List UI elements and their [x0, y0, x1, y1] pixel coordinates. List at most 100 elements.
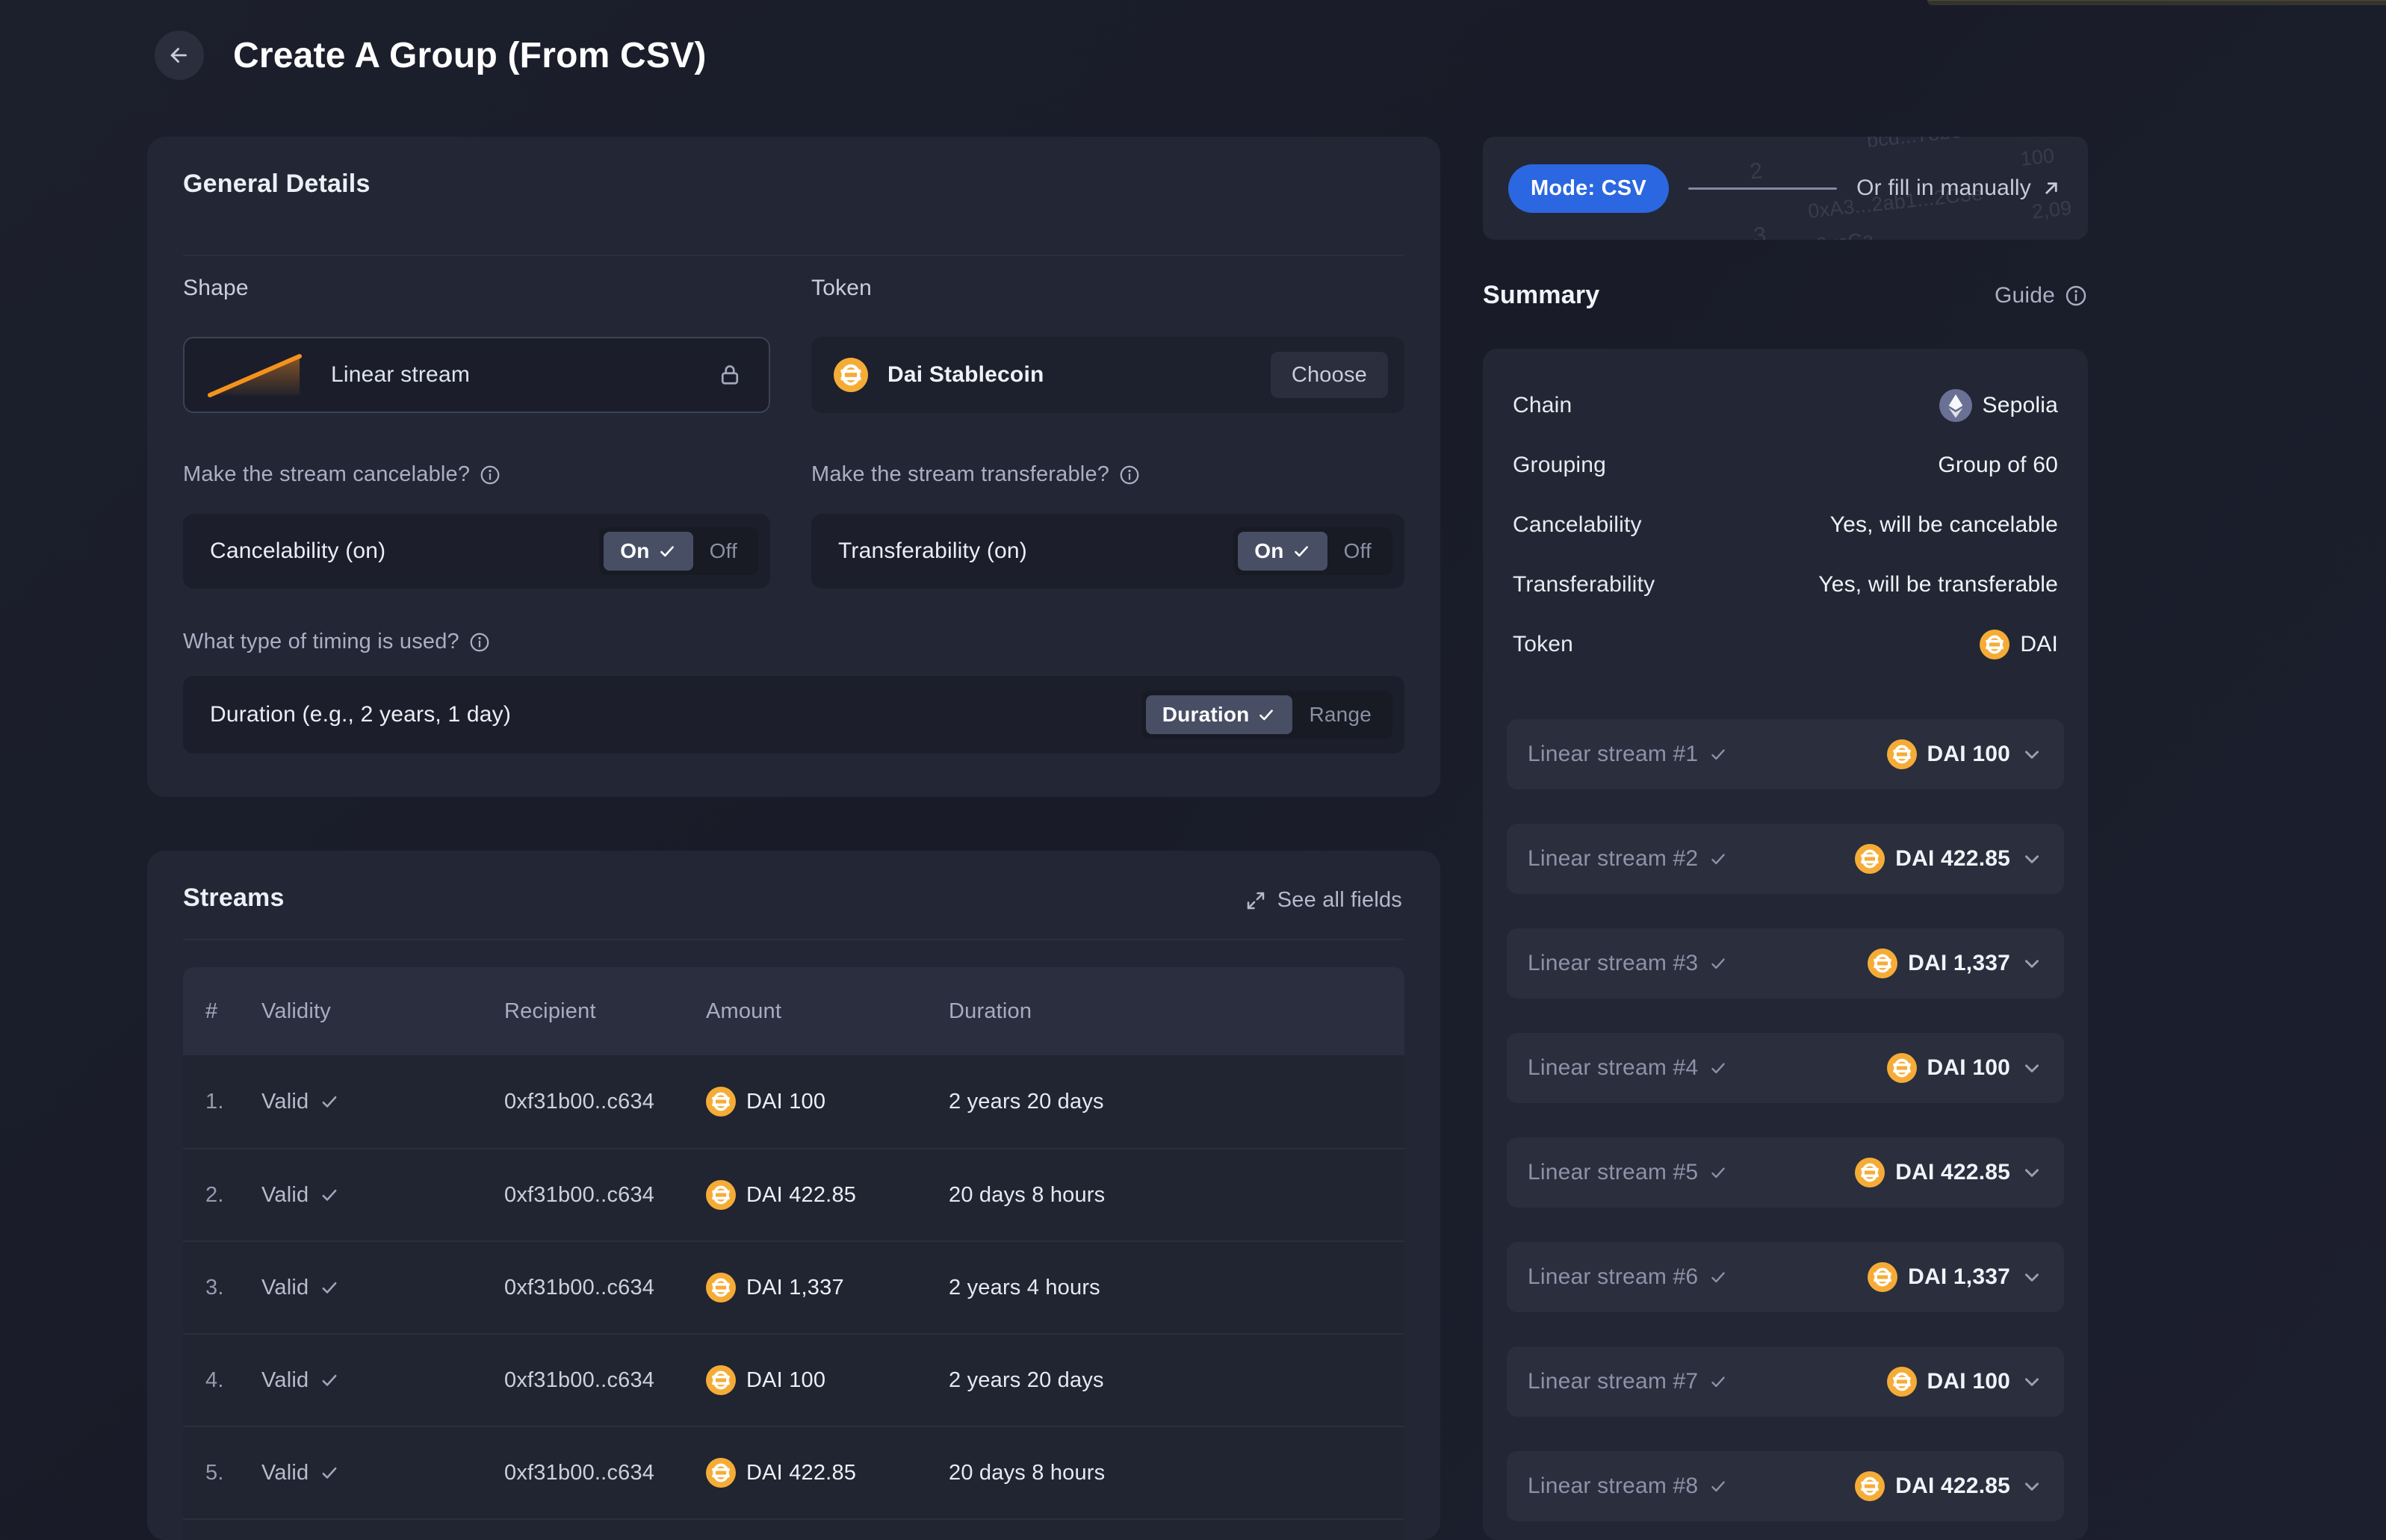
col-index: #	[205, 999, 218, 1023]
dai-icon	[1886, 1053, 1917, 1083]
row-validity: Valid	[261, 1276, 504, 1300]
row-duration: 2 years 4 hours	[949, 1275, 1100, 1300]
row-duration: 20 days 8 hours	[949, 1460, 1106, 1485]
transferability-label: Transferability (on)	[838, 538, 1027, 563]
stream-amount: DAI 1,337	[1908, 1264, 2010, 1289]
connector-line	[1688, 187, 1838, 190]
transferability-off-option[interactable]: Off	[1343, 539, 1372, 562]
check-icon	[1294, 546, 1308, 557]
row-amount: DAI 422.85	[706, 1180, 949, 1210]
row-amount: DAI 1,337	[706, 1273, 949, 1303]
row-duration: 2 years 20 days	[949, 1367, 1104, 1392]
row-recipient: 0xf31b00..c634	[504, 1275, 655, 1300]
summary-title: Summary	[1483, 281, 1600, 309]
summary-stream-row[interactable]: Linear stream #2 DAI 422.85	[1507, 824, 2064, 894]
back-button[interactable]	[155, 31, 204, 80]
arrow-left-icon	[167, 43, 192, 68]
chevron-down-icon[interactable]	[2021, 1475, 2043, 1497]
stream-label: Linear stream #1	[1528, 742, 1699, 766]
shape-field[interactable]: Linear stream	[183, 337, 770, 413]
summary-stream-row[interactable]: Linear stream #6 DAI 1,337	[1507, 1242, 2064, 1312]
summary-stream-row[interactable]: Linear stream #8 DAI 422.85	[1507, 1451, 2064, 1521]
transferable-question: Make the stream transferable?	[811, 462, 1141, 487]
table-row: 1. Valid 0xf31b00..c634 DAI 100 2 years …	[183, 1055, 1404, 1148]
check-icon	[1711, 749, 1726, 760]
check-icon	[660, 546, 674, 557]
timing-question: What type of timing is used?	[183, 630, 491, 654]
mode-csv-pill[interactable]: Mode: CSV	[1508, 164, 1669, 213]
cancelable-question: Make the stream cancelable?	[183, 462, 501, 487]
table-body: 1. Valid 0xf31b00..c634 DAI 100 2 years …	[183, 1055, 1404, 1518]
row-validity: Valid	[261, 1461, 504, 1485]
chevron-down-icon[interactable]	[2021, 952, 2043, 975]
token-value: Dai Stablecoin	[887, 362, 1044, 387]
cancelability-off-option[interactable]: Off	[709, 539, 737, 562]
transferability-toggle: On Off	[1233, 527, 1392, 575]
summary-stream-row[interactable]: Linear stream #1 DAI 100	[1507, 719, 2064, 789]
dai-icon	[706, 1458, 736, 1488]
row-recipient: 0xf31b00..c634	[504, 1089, 655, 1114]
check-icon	[1711, 1063, 1726, 1074]
row-recipient: 0xf31b00..c634	[504, 1182, 655, 1207]
dai-icon	[706, 1180, 736, 1210]
summary-stream-row[interactable]: Linear stream #5 DAI 422.85	[1507, 1137, 2064, 1208]
summary-stream-row[interactable]: Linear stream #4 DAI 100	[1507, 1033, 2064, 1103]
row-amount: DAI 100	[706, 1365, 949, 1395]
chevron-down-icon[interactable]	[2021, 1161, 2043, 1184]
stream-amount: DAI 422.85	[1895, 1474, 2010, 1498]
transferability-field: Transferability (on) On Off	[811, 514, 1404, 589]
stream-label: Linear stream #2	[1528, 846, 1699, 871]
summary-card: Chain Sepolia Grouping Group of 60 Cance…	[1483, 349, 2088, 1540]
check-icon	[1711, 1272, 1726, 1283]
ethereum-sepolia-icon	[1939, 389, 1972, 422]
table-row: 4. Valid 0xf31b00..c634 DAI 100 2 years …	[183, 1333, 1404, 1426]
timing-duration-option[interactable]: Duration	[1145, 695, 1293, 734]
info-icon[interactable]	[1118, 464, 1141, 486]
dai-icon	[1886, 1367, 1917, 1397]
check-icon	[1259, 710, 1274, 721]
chevron-down-icon[interactable]	[2021, 1370, 2043, 1393]
timing-toggle: Duration Range	[1141, 691, 1392, 739]
summary-stream-row[interactable]: Linear stream #3 DAI 1,337	[1507, 928, 2064, 999]
check-icon	[1711, 1376, 1726, 1388]
summary-stream-row[interactable]: Linear stream #7 DAI 100	[1507, 1347, 2064, 1417]
transferability-on-option[interactable]: On	[1238, 532, 1327, 571]
chevron-down-icon[interactable]	[2021, 1266, 2043, 1288]
table-row: 3. Valid 0xf31b00..c634 DAI 1,337 2 year…	[183, 1241, 1404, 1333]
mode-card: 2 bcd...78be 100 0xA3...2ab1...2C3e 3 0x…	[1483, 137, 2088, 240]
chevron-down-icon[interactable]	[2021, 743, 2043, 766]
check-icon	[322, 1189, 337, 1201]
general-details-card: General Details Shape Token Linear strea…	[147, 137, 1440, 797]
table-row: 2. Valid 0xf31b00..c634 DAI 422.85 20 da…	[183, 1148, 1404, 1241]
stream-label: Linear stream #5	[1528, 1160, 1699, 1185]
check-icon	[1711, 1481, 1726, 1492]
stream-label: Linear stream #8	[1528, 1474, 1699, 1498]
row-index: 2.	[205, 1182, 224, 1207]
row-index: 1.	[205, 1089, 224, 1114]
choose-token-button[interactable]: Choose	[1270, 352, 1388, 398]
check-icon	[1711, 854, 1726, 865]
token-field[interactable]: Dai Stablecoin Choose	[811, 337, 1404, 413]
dai-icon	[1868, 948, 1898, 978]
stream-amount: DAI 100	[1927, 1055, 2010, 1080]
check-icon	[322, 1467, 337, 1479]
table-header: # Validity Recipient Amount Duration	[183, 967, 1404, 1055]
info-icon[interactable]	[468, 631, 491, 653]
timing-range-option[interactable]: Range	[1309, 703, 1372, 726]
row-amount: DAI 422.85	[706, 1458, 949, 1488]
row-duration: 2 years 20 days	[949, 1089, 1104, 1114]
info-icon[interactable]	[479, 464, 501, 486]
dai-icon	[1980, 630, 2010, 659]
summary-grouping-row: Grouping Group of 60	[1513, 453, 2058, 477]
see-all-fields-link[interactable]: See all fields	[1245, 888, 1402, 913]
token-label: Token	[811, 276, 873, 300]
chevron-down-icon[interactable]	[2021, 848, 2043, 870]
row-index: 4.	[205, 1367, 224, 1392]
table-row-partial	[183, 1518, 1404, 1540]
row-recipient: 0xf31b00..c634	[504, 1460, 655, 1485]
cancelability-on-option[interactable]: On	[604, 532, 693, 571]
chevron-down-icon[interactable]	[2021, 1057, 2043, 1079]
guide-link[interactable]: Guide	[1995, 283, 2088, 308]
fill-manually-link[interactable]: Or fill in manually	[1856, 176, 2063, 201]
col-duration: Duration	[949, 999, 1032, 1023]
